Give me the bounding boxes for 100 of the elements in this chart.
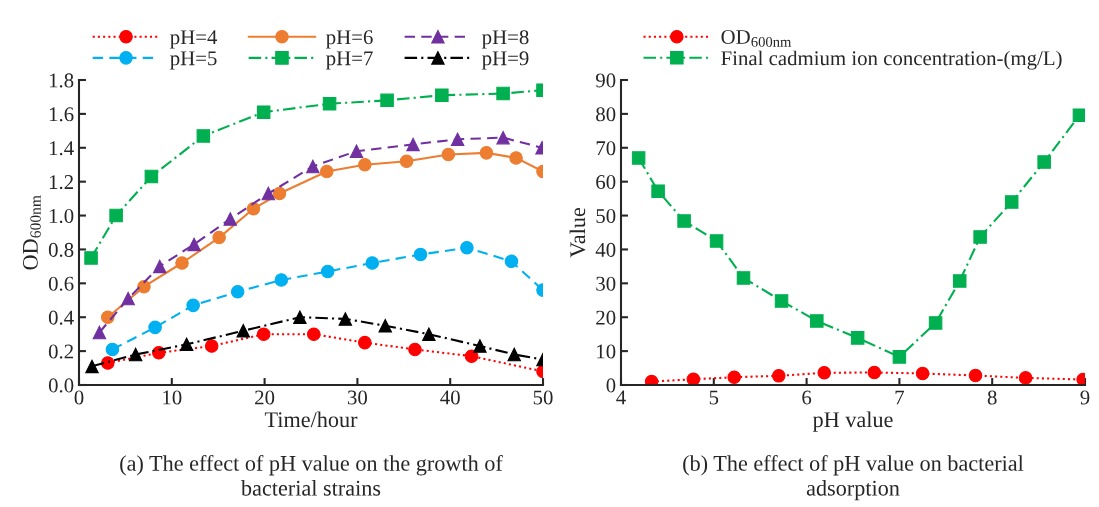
y-tick-label: 0.8 [48, 242, 74, 257]
point [473, 339, 487, 353]
point [1072, 108, 1085, 123]
x-tick-label: 40 [440, 390, 460, 405]
point [128, 347, 143, 362]
point [307, 327, 321, 341]
point [293, 310, 307, 324]
text: (b) The effect of pH value on bacterial adsorption [683, 455, 1024, 501]
y-tick-label: 0.4 [48, 310, 74, 325]
point [810, 314, 824, 328]
point [92, 325, 107, 340]
point [105, 342, 120, 357]
y-tick-label: 60 [596, 175, 616, 190]
y-tick-label: 1.0 [49, 208, 74, 224]
legend-label: pH=6 [326, 30, 373, 49]
x-axis-title: pH value [812, 411, 893, 432]
y-tick-label: 0.0 [48, 378, 74, 393]
point [109, 208, 123, 223]
y-tick-label: 90 [595, 73, 616, 88]
point [85, 359, 99, 374]
point [358, 157, 372, 172]
point [179, 337, 194, 352]
point [378, 318, 393, 333]
point [504, 254, 519, 269]
x-tick-label: 30 [347, 390, 368, 405]
y-tick-label: 0.2 [48, 344, 73, 359]
y-tick-label: 1.2 [49, 175, 73, 190]
point [817, 366, 831, 380]
point [413, 247, 428, 262]
point [137, 279, 151, 294]
point [84, 251, 98, 265]
x-tick-label: 7 [895, 390, 905, 405]
point [677, 214, 691, 228]
point [460, 240, 474, 255]
point [464, 349, 479, 363]
point [152, 259, 167, 274]
point [349, 144, 364, 158]
y-tick-label: 0 [606, 378, 616, 393]
x-tick-label: 4 [616, 390, 626, 405]
point [709, 234, 724, 248]
legend-label: pH=4 [170, 30, 218, 49]
point [406, 137, 420, 152]
point [736, 271, 751, 285]
point [121, 291, 135, 306]
y-tick-label: 70 [596, 141, 616, 156]
point [322, 96, 337, 111]
y-tick-label: 80 [596, 107, 616, 122]
point [774, 294, 789, 308]
point [496, 130, 510, 145]
point [1037, 155, 1051, 169]
y-axis-title: Value [569, 207, 586, 258]
point [101, 310, 115, 324]
point [509, 151, 523, 165]
point [441, 147, 456, 162]
x-tick-label: 6 [802, 390, 812, 405]
point [422, 327, 436, 341]
y-tick-label: 30 [596, 276, 616, 291]
x-tick-label: 20 [255, 390, 275, 405]
point [144, 169, 159, 184]
point [230, 285, 245, 299]
point [256, 327, 271, 341]
point [261, 186, 276, 201]
point [365, 256, 380, 270]
y-tick-label: 1.6 [49, 107, 74, 122]
x-tick-label: 9 [1080, 390, 1090, 405]
point [727, 370, 741, 384]
x-tick-label: 5 [709, 390, 719, 405]
point [408, 342, 422, 357]
x-tick-label: 0 [74, 390, 84, 405]
point [771, 369, 786, 383]
legend-label: pH=8 [482, 30, 529, 49]
point [686, 372, 701, 385]
point [892, 350, 907, 364]
point [644, 374, 659, 385]
point [148, 320, 162, 335]
point [867, 365, 882, 380]
point [973, 230, 987, 244]
legend-label: Final cadmium ion concentration-(mg/L) [721, 50, 1062, 70]
point [850, 331, 865, 345]
point [399, 154, 414, 169]
x-tick-label: 8 [987, 390, 997, 405]
x-axis-title: Time/hour [264, 411, 358, 428]
point [928, 316, 943, 330]
point [204, 339, 219, 353]
legend-label: pH=7 [326, 51, 373, 70]
y-tick-label: 1.8 [49, 73, 74, 88]
legend-label: pH=9 [482, 51, 529, 70]
text: (a) The effect of pH value on the growth of bacterial strains [120, 455, 503, 496]
point [496, 86, 510, 101]
y-tick-label: 0.6 [48, 276, 74, 291]
point [435, 88, 449, 103]
point [256, 105, 271, 119]
point [223, 212, 238, 226]
point [212, 230, 226, 245]
point [306, 159, 320, 174]
point [175, 256, 189, 270]
point [274, 273, 289, 287]
point [1018, 371, 1033, 385]
point [380, 93, 394, 108]
y-tick-label: 40 [595, 242, 616, 257]
